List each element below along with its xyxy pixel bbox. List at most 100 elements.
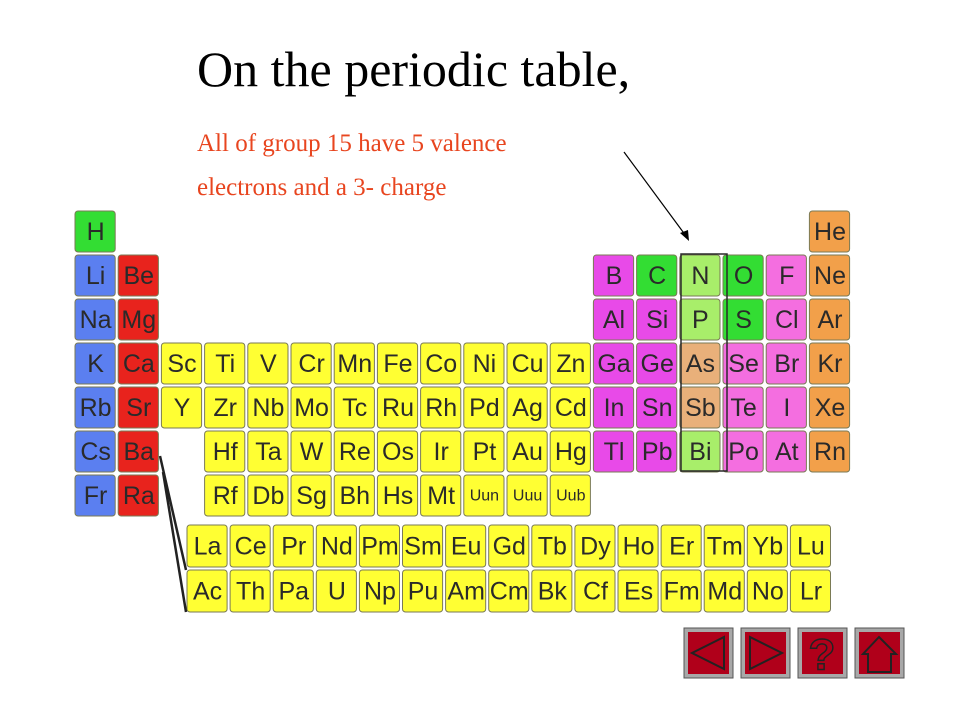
element-cell: Pd <box>463 386 505 429</box>
element-cell: Cr <box>290 342 332 385</box>
cell-bg <box>272 569 314 613</box>
element-symbol: Bk <box>538 578 568 606</box>
element-cell: Bh <box>333 474 375 517</box>
forward-button[interactable] <box>740 627 791 679</box>
cell-bg <box>765 298 807 341</box>
element-cell: Ag <box>506 386 548 429</box>
element-cell: Zr <box>204 386 246 429</box>
element-cell: No <box>746 569 788 613</box>
cell-bg <box>808 298 851 341</box>
cell-bg <box>272 524 314 568</box>
element-symbol: Ac <box>193 578 222 606</box>
element-cell: Sn <box>636 386 678 429</box>
cell-bg <box>117 474 159 517</box>
cell-bg <box>617 569 659 613</box>
cell-bg <box>531 524 573 568</box>
cell-bg <box>463 430 505 473</box>
element-cell: Md <box>703 569 745 613</box>
element-cell: Be <box>117 254 159 297</box>
element-symbol: F <box>779 262 794 290</box>
cell-bg <box>204 342 246 385</box>
cell-bg <box>74 254 116 297</box>
element-cell: Te <box>722 386 764 429</box>
cell-bg <box>746 524 788 568</box>
element-cell: V <box>247 342 289 385</box>
cell-bg <box>636 342 678 385</box>
element-cell: Dy <box>574 524 616 568</box>
element-symbol: Si <box>646 306 668 334</box>
element-symbol: Cf <box>583 578 608 606</box>
element-cell: Ge <box>636 342 678 385</box>
nav-buttons: ? <box>683 627 905 681</box>
element-symbol: Ti <box>215 350 235 378</box>
note-line: electrons and a 3- charge <box>197 174 446 201</box>
element-cell: Se <box>722 342 764 385</box>
home-button[interactable] <box>854 627 905 679</box>
element-symbol: Hf <box>213 438 238 466</box>
element-cell: Np <box>358 569 400 613</box>
cell-bg <box>229 524 271 568</box>
cell-bg <box>549 342 591 385</box>
element-cell: Pu <box>402 569 444 613</box>
element-cell: Am <box>445 569 487 613</box>
element-symbol: Cu <box>512 350 544 378</box>
cell-bg <box>549 386 591 429</box>
element-symbol: Cd <box>555 394 587 422</box>
element-symbol: Pa <box>278 578 309 606</box>
cell-bg <box>160 386 203 429</box>
help-icon[interactable]: ? <box>808 630 836 681</box>
element-symbol: K <box>87 350 104 378</box>
back-button[interactable] <box>683 627 734 679</box>
element-symbol: Ce <box>235 533 267 561</box>
element-symbol: Uuu <box>513 488 542 505</box>
cell-bg <box>186 524 228 568</box>
element-symbol: Np <box>364 578 396 606</box>
element-cell: Mn <box>333 342 375 385</box>
cell-bg <box>74 386 116 429</box>
element-cell: Cu <box>506 342 548 385</box>
element-cell: Tm <box>703 524 745 568</box>
element-symbol: Am <box>447 578 485 606</box>
element-cell: Ga <box>592 342 635 385</box>
cell-bg <box>117 342 159 385</box>
element-cell: B <box>592 254 635 297</box>
element-symbol: La <box>194 533 222 561</box>
element-symbol: Lu <box>797 533 825 561</box>
element-cell: Li <box>74 254 116 297</box>
element-symbol: Md <box>707 578 742 606</box>
element-symbol: Xe <box>815 394 846 422</box>
element-cell: Po <box>722 430 764 473</box>
element-symbol: Dy <box>580 533 611 561</box>
element-symbol: Be <box>124 262 155 290</box>
element-symbol: S <box>735 306 752 334</box>
cell-bg <box>333 474 375 517</box>
element-symbol: Na <box>80 306 112 334</box>
element-symbol: Rh <box>425 394 457 422</box>
cell-bg <box>506 342 548 385</box>
cell-bg <box>488 569 530 613</box>
element-symbol: Mn <box>337 350 372 378</box>
element-cell: H <box>74 210 116 253</box>
element-symbol: Co <box>425 350 457 378</box>
element-cell: Pr <box>272 524 314 568</box>
cell-bg <box>229 569 271 613</box>
element-symbol: Gd <box>493 533 526 561</box>
element-cell: Sc <box>160 342 203 385</box>
element-cell: C <box>636 254 678 297</box>
element-symbol: Ge <box>641 350 674 378</box>
cell-bg <box>74 210 116 253</box>
cell-bg <box>765 254 807 297</box>
cell-bg <box>402 524 444 568</box>
help-button[interactable]: ? <box>797 627 848 681</box>
cell-bg <box>117 298 159 341</box>
cell-bg <box>722 386 764 429</box>
note-line: All of group 15 have 5 valence <box>197 130 507 157</box>
element-cell: O <box>722 254 764 297</box>
cell-bg <box>160 342 203 385</box>
cell-bg <box>765 342 807 385</box>
cell-bg <box>204 430 246 473</box>
element-cell: Zn <box>549 342 591 385</box>
element-cell: Mt <box>420 474 462 517</box>
element-cell: K <box>74 342 116 385</box>
element-symbol: C <box>648 262 666 290</box>
